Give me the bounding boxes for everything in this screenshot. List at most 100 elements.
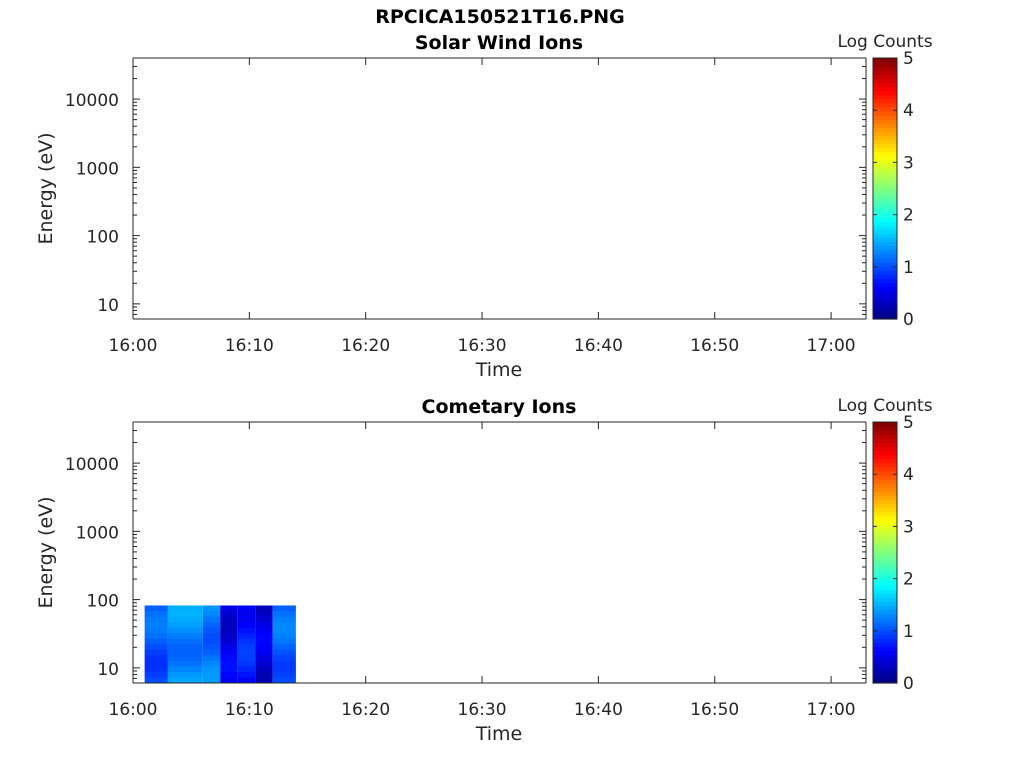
heatmap-cell <box>237 616 256 623</box>
colorbar-segment <box>873 507 897 513</box>
heatmap-cell <box>220 666 238 673</box>
heatmap-cell <box>167 605 203 612</box>
heatmap-cell <box>202 616 221 623</box>
colorbar-segment <box>873 143 897 149</box>
heatmap-cell <box>272 666 296 673</box>
heatmap-cell <box>255 611 273 618</box>
colorbar-tick-label: 5 <box>903 49 914 69</box>
heatmap-cell <box>255 627 273 634</box>
colorbar-segment <box>873 135 897 141</box>
heatmap-cell <box>272 644 296 651</box>
heatmap-cell <box>272 638 296 645</box>
heatmap-cell <box>237 638 256 645</box>
colorbar-segment <box>873 466 897 472</box>
heatmap-cell <box>272 627 296 634</box>
heatmap-cell <box>255 655 273 662</box>
colorbar-segment <box>873 70 897 75</box>
colorbar-segment <box>873 629 897 635</box>
colorbar-segment <box>873 666 897 672</box>
heatmap-cell <box>220 671 238 678</box>
heatmap-cell <box>272 616 296 623</box>
heatmap-cell <box>167 666 203 673</box>
x-tick-label: 16:00 <box>109 336 158 356</box>
colorbar-segment <box>873 306 897 312</box>
heatmap-cell <box>167 660 203 667</box>
heatmap-cell <box>202 660 221 667</box>
colorbar-segment <box>873 302 897 308</box>
colorbar-segment <box>873 487 897 492</box>
colorbar-segment <box>873 261 897 267</box>
heatmap-cell <box>220 660 238 667</box>
heatmap-cell <box>255 677 273 684</box>
colorbar-label: Log Counts <box>837 32 932 52</box>
colorbar-segment <box>873 106 897 112</box>
colorbar-segment <box>873 572 897 578</box>
heatmap-cell <box>202 677 221 684</box>
colorbar-segment <box>873 62 897 67</box>
x-tick-label: 16:40 <box>574 700 623 720</box>
heatmap-cell <box>237 677 256 684</box>
x-tick-label: 16:50 <box>690 700 739 720</box>
heatmap-cell <box>144 666 168 673</box>
heatmap-cell <box>255 649 273 656</box>
colorbar-segment <box>873 139 897 145</box>
heatmap-cell <box>255 633 273 640</box>
x-tick-label: 16:30 <box>458 336 507 356</box>
colorbar-segment <box>873 438 897 443</box>
heatmap-cell <box>220 616 238 623</box>
y-tick-label: 10 <box>97 660 119 680</box>
colorbar-segment <box>873 503 897 509</box>
colorbar-segment <box>873 650 897 656</box>
heatmap-cell <box>144 605 168 612</box>
colorbar-segment <box>873 204 897 210</box>
colorbar-segment <box>873 576 897 582</box>
heatmap-cell <box>272 660 296 667</box>
colorbar-segment <box>873 601 897 607</box>
heatmap-cell <box>167 611 203 618</box>
colorbar-segment <box>873 249 897 255</box>
colorbar-segment <box>873 282 897 287</box>
colorbar-segment <box>873 454 897 460</box>
x-tick-label: 16:30 <box>458 700 507 720</box>
heatmap-cell <box>202 649 221 656</box>
colorbar-tick-label: 2 <box>903 570 914 590</box>
colorbar-segment <box>873 131 897 137</box>
colorbar-segment <box>873 176 897 181</box>
colorbar-segment <box>873 568 897 574</box>
colorbar-segment <box>873 642 897 647</box>
colorbar-segment <box>873 225 897 230</box>
colorbar-segment <box>873 499 897 505</box>
colorbar-segment <box>873 495 897 501</box>
heatmap-cell <box>237 627 256 634</box>
colorbar-segment <box>873 581 897 586</box>
heatmap-cell <box>167 671 203 678</box>
panel-title: Cometary Ions <box>422 396 577 418</box>
colorbar-segment <box>873 212 897 218</box>
heatmap-cell <box>202 655 221 662</box>
colorbar-segment <box>873 634 897 639</box>
colorbar-segment <box>873 217 897 222</box>
colorbar-segment <box>873 621 897 627</box>
colorbar-segment <box>873 511 897 517</box>
heatmap-cell <box>202 627 221 634</box>
colorbar-tick-label: 5 <box>903 413 914 433</box>
heatmap-cell <box>237 611 256 618</box>
colorbar-segment <box>873 532 897 537</box>
colorbar-segment <box>873 519 897 525</box>
y-tick-label: 100 <box>87 228 119 248</box>
colorbar-segment <box>873 257 897 263</box>
heatmap-cell <box>144 633 168 640</box>
heatmap-cell <box>167 622 203 629</box>
heatmap-cell <box>237 655 256 662</box>
heatmap-cell <box>272 655 296 662</box>
colorbar-segment <box>873 564 897 570</box>
colorbar-segment <box>873 188 897 194</box>
heatmap-cell <box>220 627 238 634</box>
colorbar-segment <box>873 609 897 615</box>
colorbar-segment <box>873 654 897 660</box>
colorbar-segment <box>873 430 897 435</box>
colorbar-segment <box>873 237 897 243</box>
y-tick-label: 100 <box>87 592 119 612</box>
heatmap-cell <box>255 638 273 645</box>
heatmap-cell <box>167 633 203 640</box>
